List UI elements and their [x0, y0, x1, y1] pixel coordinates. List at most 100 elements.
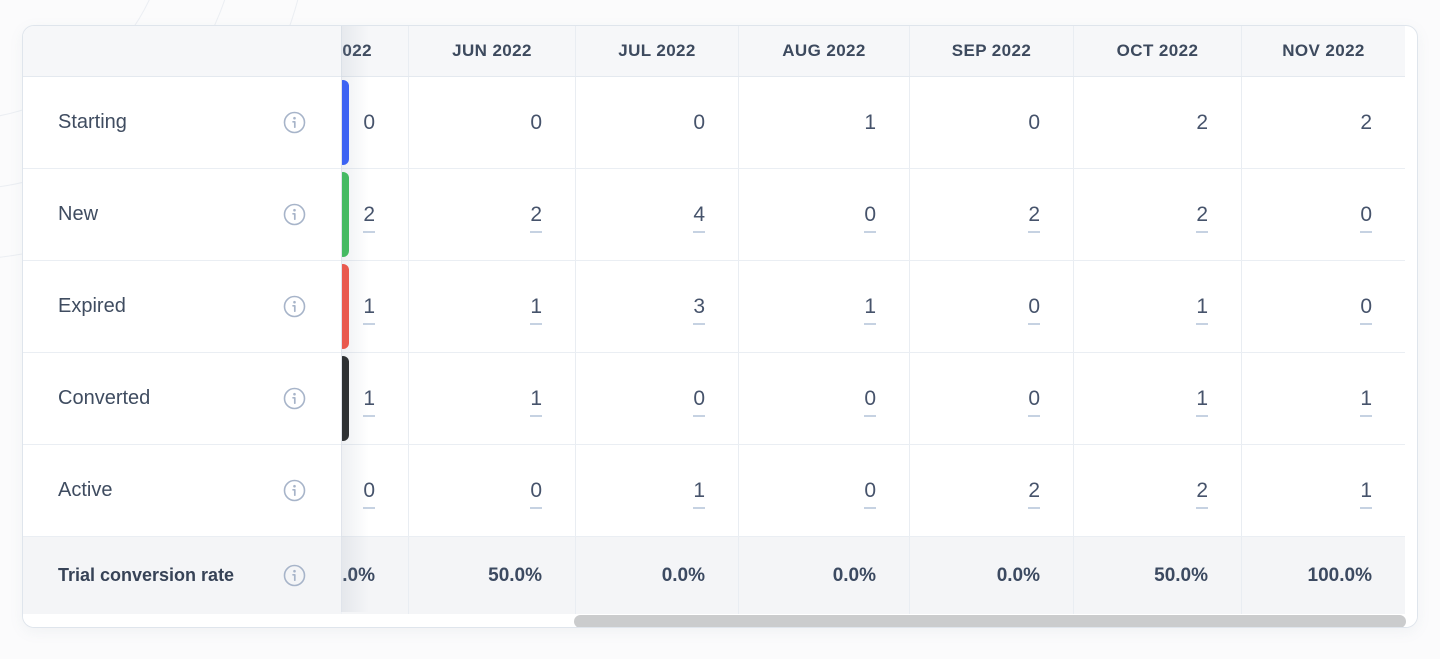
- table-cell: 2: [408, 169, 575, 260]
- row-label: Active: [58, 479, 113, 501]
- cell-value: 0: [1360, 204, 1372, 233]
- cell-value: 2: [1028, 480, 1040, 509]
- table-cell: 0: [738, 169, 909, 260]
- row-label-cell: Active: [23, 445, 341, 536]
- column-header-label: NOV 2022: [1282, 41, 1365, 60]
- footer-value: 0.0%: [342, 564, 375, 586]
- footer-cell: 0.0%: [575, 537, 738, 614]
- cell-value: 0: [693, 111, 705, 134]
- row-label: Converted: [58, 387, 151, 409]
- table-cell: 2: [1073, 445, 1241, 536]
- column-header-label: AUG 2022: [782, 41, 866, 60]
- cell-value: 1: [864, 296, 876, 325]
- cell-value: 2: [530, 204, 542, 233]
- column-header-jun: JUN 2022: [408, 26, 575, 76]
- cell-value: 1: [1360, 388, 1372, 417]
- column-header-jul: JUL 2022: [575, 26, 738, 76]
- cell-value: 1: [693, 480, 705, 509]
- footer-cell: 100.0%: [1241, 537, 1405, 614]
- footer-value: 0.0%: [996, 564, 1040, 586]
- table-footer-row: Trial conversion rate 0.0% 50.0% 0.0% 0.…: [23, 537, 1405, 614]
- column-header-oct: OCT 2022: [1073, 26, 1241, 76]
- info-icon[interactable]: [283, 387, 306, 410]
- row-label: Starting: [58, 111, 127, 133]
- footer-value: 50.0%: [488, 564, 542, 586]
- table-row: Active 0 0 1 0 2 2 1: [23, 445, 1405, 537]
- cell-value: 0: [693, 388, 705, 417]
- table-cell: 0: [738, 353, 909, 444]
- footer-label-cell: Trial conversion rate: [23, 537, 341, 614]
- cell-value: 0: [864, 480, 876, 509]
- footer-value: 50.0%: [1154, 564, 1208, 586]
- cell-value: 1: [1360, 480, 1372, 509]
- info-icon[interactable]: [283, 564, 306, 587]
- table-cell: 2: [1073, 169, 1241, 260]
- cell-value: 1: [864, 111, 876, 134]
- info-icon[interactable]: [283, 295, 306, 318]
- column-header-may: MAY 2022: [341, 26, 408, 76]
- trial-metrics-table-card: MAY 2022 JUN 2022 JUL 2022 AUG 2022 SEP …: [22, 25, 1418, 628]
- table-row: New 2 2 4 0 2 2 0: [23, 169, 1405, 261]
- cell-value: 0: [1028, 296, 1040, 325]
- table-cell: 1: [1241, 353, 1405, 444]
- footer-value: 0.0%: [832, 564, 876, 586]
- row-label: New: [58, 203, 99, 225]
- cell-value: 0: [530, 480, 542, 509]
- cell-value: 2: [1028, 204, 1040, 233]
- footer-cell: 0.0%: [341, 537, 408, 614]
- table-cell: 1: [738, 77, 909, 168]
- info-icon[interactable]: [283, 203, 306, 226]
- row-label: Expired: [58, 295, 126, 317]
- cell-value: 2: [1196, 204, 1208, 233]
- cell-value: 2: [1196, 480, 1208, 509]
- table-row: Expired 1 1 3 1 0 1 0: [23, 261, 1405, 353]
- table-cell: 2: [909, 445, 1073, 536]
- table-cell: 4: [575, 169, 738, 260]
- cell-value: 0: [530, 111, 542, 134]
- table-cell: 0: [408, 445, 575, 536]
- horizontal-scrollbar-thumb[interactable]: [574, 615, 1406, 627]
- column-header-sep: SEP 2022: [909, 26, 1073, 76]
- table-cell: 1: [1241, 445, 1405, 536]
- table-cell: 0: [341, 445, 408, 536]
- footer-label: Trial conversion rate: [58, 565, 235, 585]
- cell-value: 1: [363, 388, 375, 417]
- info-icon[interactable]: [283, 111, 306, 134]
- table-cell: 2: [1073, 77, 1241, 168]
- table-cell: 0: [408, 77, 575, 168]
- table-cell: 1: [408, 353, 575, 444]
- cell-value: 2: [363, 204, 375, 233]
- cell-value: 0: [363, 480, 375, 509]
- info-icon[interactable]: [283, 479, 306, 502]
- cell-value: 2: [1360, 111, 1372, 134]
- footer-cell: 0.0%: [738, 537, 909, 614]
- table-row: Converted 1 1 0 0 0 1 1: [23, 353, 1405, 445]
- cell-value: 2: [1196, 111, 1208, 134]
- table-cell: 1: [1073, 353, 1241, 444]
- row-color-bar: [342, 172, 349, 257]
- cell-value: 0: [864, 388, 876, 417]
- table-cell: 0: [909, 77, 1073, 168]
- cell-value: 1: [1196, 296, 1208, 325]
- horizontal-scrollbar-track[interactable]: [23, 614, 1417, 627]
- row-label-cell: Starting: [23, 77, 341, 168]
- table-cell: 0: [1241, 169, 1405, 260]
- footer-cell: 50.0%: [1073, 537, 1241, 614]
- cell-value: 1: [363, 296, 375, 325]
- cell-value: 1: [1196, 388, 1208, 417]
- column-header-label: SEP 2022: [951, 41, 1032, 60]
- table-cell: 0: [1241, 261, 1405, 352]
- footer-cell: 0.0%: [909, 537, 1073, 614]
- footer-value: 0.0%: [661, 564, 705, 586]
- row-color-bar: [342, 80, 349, 165]
- table-cell: 1: [408, 261, 575, 352]
- table-header-row: MAY 2022 JUN 2022 JUL 2022 AUG 2022 SEP …: [23, 26, 1405, 77]
- table-body: Starting 0 0 0 1 0 2 2 New 2 2 4 0 2: [23, 77, 1417, 537]
- column-header-label: JUN 2022: [452, 41, 532, 60]
- table-cell: 0: [575, 77, 738, 168]
- table-cell: 1: [1073, 261, 1241, 352]
- table-cell: 3: [575, 261, 738, 352]
- table-cell: 1: [341, 261, 408, 352]
- table-cell: 1: [575, 445, 738, 536]
- cell-value: 0: [864, 204, 876, 233]
